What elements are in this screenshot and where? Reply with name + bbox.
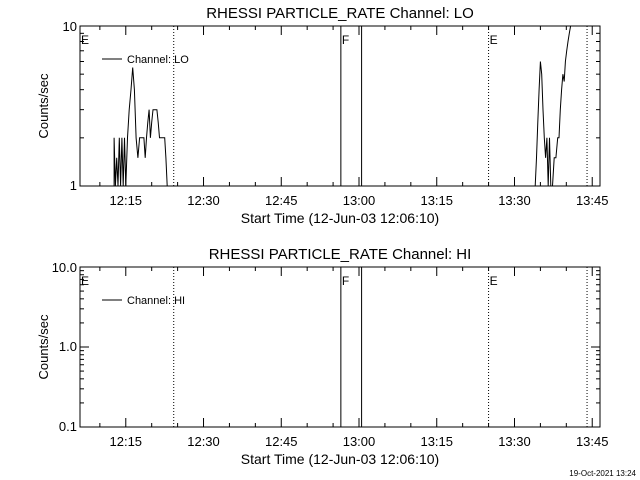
plot-frame <box>79 266 601 428</box>
x-tick-label: 13:30 <box>498 434 531 449</box>
x-tick-label: 13:45 <box>576 434 609 449</box>
x-tick-label: 13:30 <box>498 193 531 208</box>
x-tick-label: 12:15 <box>110 434 143 449</box>
plot-frame <box>79 25 601 187</box>
edge-marker-label: E <box>81 33 89 47</box>
y-tick-label: 0.1 <box>59 419 77 434</box>
marker-label: E <box>490 274 498 288</box>
x-tick-label: 13:15 <box>420 434 453 449</box>
y-axis-label: Counts/sec <box>36 314 51 380</box>
x-tick-label: 13:15 <box>420 193 453 208</box>
marker-label: E <box>490 33 498 47</box>
y-tick-label: 1.0 <box>59 339 77 354</box>
x-tick-label: 12:30 <box>187 193 220 208</box>
marker-label: F <box>342 274 349 288</box>
y-tick-label: 1 <box>70 178 77 193</box>
series-line <box>113 25 572 187</box>
x-tick-label: 12:45 <box>265 193 298 208</box>
chart-panel-2 <box>79 266 601 428</box>
chart-title: RHESSI PARTICLE_RATE Channel: HI <box>209 246 472 263</box>
x-tick-label: 13:45 <box>576 193 609 208</box>
y-axis-label: Counts/sec <box>36 73 51 139</box>
x-tick-label: 13:00 <box>343 434 376 449</box>
edge-marker-label: E <box>81 274 89 288</box>
x-tick-label: 13:00 <box>343 193 376 208</box>
y-tick-label: 10 <box>63 19 77 34</box>
x-axis-label: Start Time (12-Jun-03 12:06:10) <box>241 210 439 226</box>
y-tick-label: 10.0 <box>52 260 77 275</box>
x-axis-label: Start Time (12-Jun-03 12:06:10) <box>241 451 439 467</box>
x-tick-label: 12:45 <box>265 434 298 449</box>
footer-date: 19-Oct-2021 13:24 <box>569 469 636 478</box>
legend-label: Channel: LO <box>127 54 189 66</box>
chart-panel-1 <box>79 25 601 187</box>
legend-label: Channel: HI <box>127 295 185 307</box>
x-tick-label: 12:30 <box>187 434 220 449</box>
marker-label: F <box>342 33 349 47</box>
x-tick-label: 12:15 <box>110 193 143 208</box>
chart-title: RHESSI PARTICLE_RATE Channel: LO <box>206 5 474 22</box>
